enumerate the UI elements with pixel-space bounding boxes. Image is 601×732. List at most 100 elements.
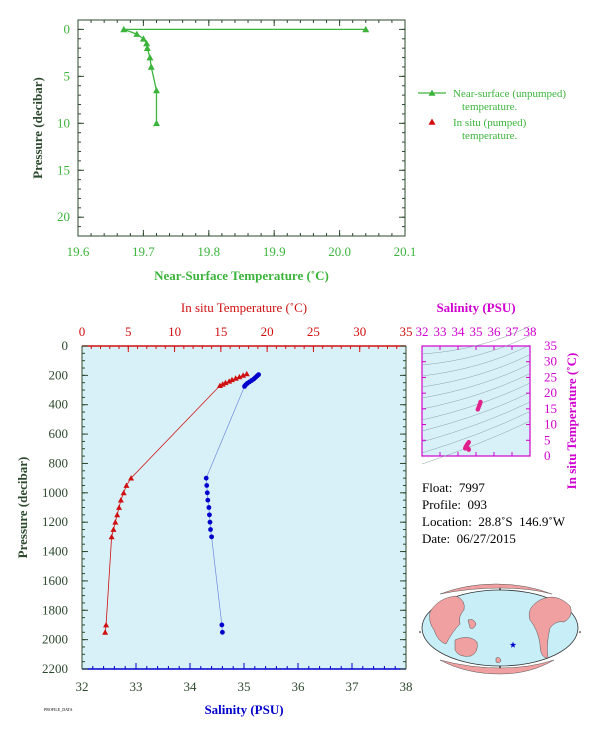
temperature-point xyxy=(226,378,233,384)
temperature-tick-label: 35 xyxy=(400,324,413,339)
float-location-star xyxy=(509,641,517,648)
pressure-tick-label: 1400 xyxy=(42,544,68,559)
data-point xyxy=(152,119,160,127)
salinity-point xyxy=(205,497,211,503)
salinity-point xyxy=(209,534,215,540)
x-axis-label: Near-Surface Temperature (˚C) xyxy=(154,268,329,283)
land-australia xyxy=(454,637,478,657)
temperature-point xyxy=(128,475,135,481)
temperature-tick-label: 10 xyxy=(168,324,181,339)
x-tick-label: 20.1 xyxy=(394,244,417,259)
temperature-point xyxy=(117,497,124,503)
y-axis-label: Pressure (decibar) xyxy=(30,77,45,179)
temperature-point xyxy=(108,533,115,540)
data-point xyxy=(139,35,147,42)
data-point xyxy=(143,39,151,47)
location-map xyxy=(419,583,581,675)
pressure-tick-label: 200 xyxy=(49,367,69,382)
salinity-axis-label: Salinity (PSU) xyxy=(204,702,283,717)
pressure-tick-label: 800 xyxy=(49,455,69,470)
density-contour xyxy=(421,373,531,410)
salinity-point xyxy=(207,519,213,525)
density-contour xyxy=(421,325,531,355)
x-tick-label: 19.6 xyxy=(67,244,90,259)
temperature-point xyxy=(243,370,250,377)
legend-label: In situ (pumped) xyxy=(453,117,527,129)
salinity-tick-label: 36 xyxy=(292,679,306,694)
salinity-point xyxy=(204,483,210,488)
pressure-tick-label: 600 xyxy=(49,426,69,441)
density-contour xyxy=(421,335,531,366)
salinity-point xyxy=(207,512,212,518)
temperature-point xyxy=(120,489,127,496)
temperature-point xyxy=(102,629,109,635)
salinity-point xyxy=(220,629,225,635)
temperature-point xyxy=(123,482,130,488)
temperature-point xyxy=(114,511,121,518)
salinity-tick-label: 34 xyxy=(184,679,198,694)
salinity-tick-label: 37 xyxy=(346,679,360,694)
temperature-point xyxy=(110,526,117,532)
pressure-axis-label: Pressure (decibar) xyxy=(15,457,30,559)
temperature-tick-label: 0 xyxy=(79,324,86,339)
legend-marker-surface xyxy=(428,89,436,96)
y-tick-label: 20 xyxy=(57,209,70,224)
y-tick-label: 5 xyxy=(64,68,71,83)
land-americas xyxy=(528,596,572,659)
float-location: Location: 28.8˚S 146.9˚W xyxy=(422,514,565,529)
plot-background xyxy=(82,346,406,669)
profile-chart: 32 33 34 35 36 37 38 Salinity (PSU) 0 5 10 15 20 25 30… xyxy=(15,300,413,717)
x-tick-label: 20.0 xyxy=(328,244,351,259)
temperature-point xyxy=(116,504,123,510)
pressure-tick-label: 400 xyxy=(49,397,69,412)
legend-marker-insitu xyxy=(428,118,436,125)
density-contour xyxy=(421,411,531,454)
y-tick-label: 15 xyxy=(57,162,70,177)
y-tick-label: 0 xyxy=(64,21,71,36)
salinity-tick-label: 35 xyxy=(238,679,251,694)
temperature-point xyxy=(103,621,110,628)
temperature-tick-label: 20 xyxy=(261,324,274,339)
data-point xyxy=(120,25,128,33)
ts-y-tick-label: 30 xyxy=(544,354,557,369)
salinity-tick-label: 38 xyxy=(400,679,413,694)
ts-y-tick-label: 5 xyxy=(544,432,551,447)
density-contour xyxy=(421,354,531,388)
salinity-point xyxy=(203,475,209,481)
salinity-point xyxy=(204,490,210,496)
salinity-point xyxy=(208,527,213,532)
density-contour xyxy=(421,344,531,377)
land-antarctica xyxy=(439,659,555,675)
ts-y-axis-label: In situ Temperature (˚C) xyxy=(564,353,579,490)
temperature-point xyxy=(236,373,243,380)
ts-x-axis-label: Salinity (PSU) xyxy=(436,300,515,315)
plot-frame xyxy=(77,19,406,237)
pressure-tick-label: 2000 xyxy=(42,632,68,647)
land-asia xyxy=(429,595,465,645)
ts-x-tick-label: 34 xyxy=(452,324,466,339)
map-tick xyxy=(499,666,501,668)
pressure-tick-label: 1000 xyxy=(42,485,68,500)
legend-label: temperature. xyxy=(462,101,518,113)
map-tick xyxy=(579,631,581,633)
data-point xyxy=(133,30,141,37)
salinity-point xyxy=(219,622,225,628)
data-point xyxy=(146,54,154,61)
ts-point xyxy=(464,444,469,449)
pressure-tick-label: 0 xyxy=(62,338,69,353)
profile-number: Profile: 093 xyxy=(422,497,487,512)
salinity-point xyxy=(242,383,247,389)
temperature-point xyxy=(216,382,223,389)
density-contour xyxy=(421,363,531,399)
pressure-tick-label: 2200 xyxy=(42,661,68,676)
salinity-tick-label: 33 xyxy=(130,679,143,694)
ts-y-tick-label: 25 xyxy=(544,369,557,384)
density-contour xyxy=(421,392,531,432)
data-point xyxy=(362,25,370,33)
surface-legend: Near-surface (unpumped)temperature.In si… xyxy=(418,88,566,142)
data-point xyxy=(152,86,160,94)
salinity-tick-label: 32 xyxy=(76,679,89,694)
temperature-tick-label: 15 xyxy=(214,324,227,339)
